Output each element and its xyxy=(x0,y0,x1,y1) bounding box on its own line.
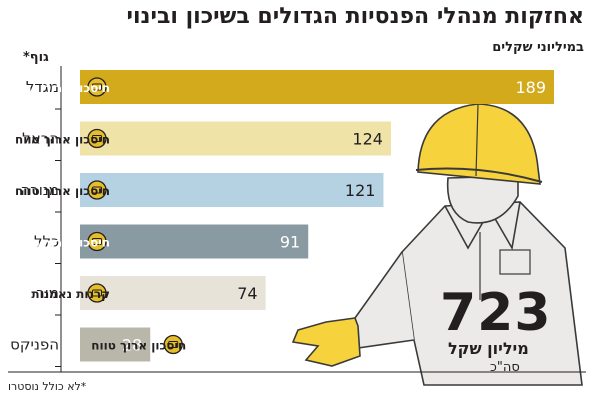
total-unit: מיליון שקל xyxy=(448,339,529,358)
category-label: מור xyxy=(36,284,59,302)
fund-type-label: חיסכון ארוך טווח xyxy=(15,81,110,95)
fund-type-label: קרנות נאמנות xyxy=(31,287,110,301)
chart-title: אחזקות מנהלי הפנסיות הגדולים בשיכון ובינ… xyxy=(126,4,585,29)
coin-icon-mark xyxy=(92,238,102,245)
coin-icon xyxy=(87,283,107,303)
fund-type-label: חיסכון ארוך טווח xyxy=(15,184,110,198)
coin-icon xyxy=(87,128,107,149)
value-label: 189 xyxy=(515,78,546,97)
bar xyxy=(80,327,151,362)
value-label: 91 xyxy=(280,233,300,252)
category-label: כלל xyxy=(34,233,59,251)
coin-icon-mark xyxy=(92,135,102,142)
fund-type-label: חיסכון ארוך טווח xyxy=(91,339,186,353)
category-axis-title: גוף* xyxy=(23,50,49,65)
category-label: מגדל xyxy=(26,78,59,96)
bar xyxy=(80,121,391,156)
category-label: מנורה xyxy=(20,181,59,199)
coin-icon xyxy=(163,334,183,355)
coin-icon-mark xyxy=(92,289,102,297)
coin-icon xyxy=(87,77,107,97)
coin-icon-mark xyxy=(92,186,102,194)
coin-icon xyxy=(87,180,107,200)
footnote: *לא כולל נוסטרו xyxy=(8,380,87,393)
value-label: 124 xyxy=(352,130,383,149)
construction-worker-illustration xyxy=(291,103,583,386)
category-label: הראל xyxy=(22,130,59,148)
value-label: 28 xyxy=(122,336,142,355)
total-value: 723 xyxy=(440,283,552,343)
coin-icon-mark xyxy=(168,341,179,348)
category-label: הפניקס xyxy=(10,336,59,354)
chart-subtitle: במיליוני שקלים xyxy=(492,40,584,55)
bar xyxy=(80,224,309,259)
total-label: סה"כ xyxy=(490,360,520,375)
bar xyxy=(80,276,266,310)
value-label: 74 xyxy=(237,284,257,303)
fund-type-label: חיסכון ארוך טווח xyxy=(15,236,110,250)
coin-icon xyxy=(87,231,107,252)
value-label: 121 xyxy=(345,181,376,200)
fund-type-label: חיסכון ארוך טווח xyxy=(15,133,110,147)
coin-icon-mark xyxy=(92,83,102,91)
bar xyxy=(80,173,384,207)
bar xyxy=(80,70,554,104)
